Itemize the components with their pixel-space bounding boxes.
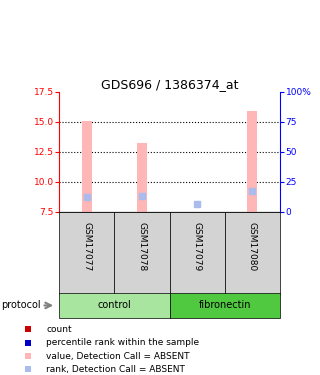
Text: control: control [98,300,131,310]
Bar [59,212,115,294]
Text: fibronectin: fibronectin [198,300,251,310]
Bar [225,212,280,294]
Bar [59,293,170,318]
Title: GDS696 / 1386374_at: GDS696 / 1386374_at [101,78,238,91]
Text: count: count [46,325,72,334]
Text: rank, Detection Call = ABSENT: rank, Detection Call = ABSENT [46,365,185,374]
Bar [170,212,225,294]
Text: GSM17078: GSM17078 [138,222,147,271]
Bar [247,111,257,212]
Text: percentile rank within the sample: percentile rank within the sample [46,338,200,347]
Text: GSM17079: GSM17079 [193,222,202,271]
Bar [82,121,92,212]
Bar [170,293,280,318]
Bar [137,143,147,212]
Bar [115,212,170,294]
Text: GSM17080: GSM17080 [248,222,257,271]
Text: GSM17077: GSM17077 [82,222,91,271]
Text: value, Detection Call = ABSENT: value, Detection Call = ABSENT [46,352,190,361]
Text: protocol: protocol [2,300,41,310]
